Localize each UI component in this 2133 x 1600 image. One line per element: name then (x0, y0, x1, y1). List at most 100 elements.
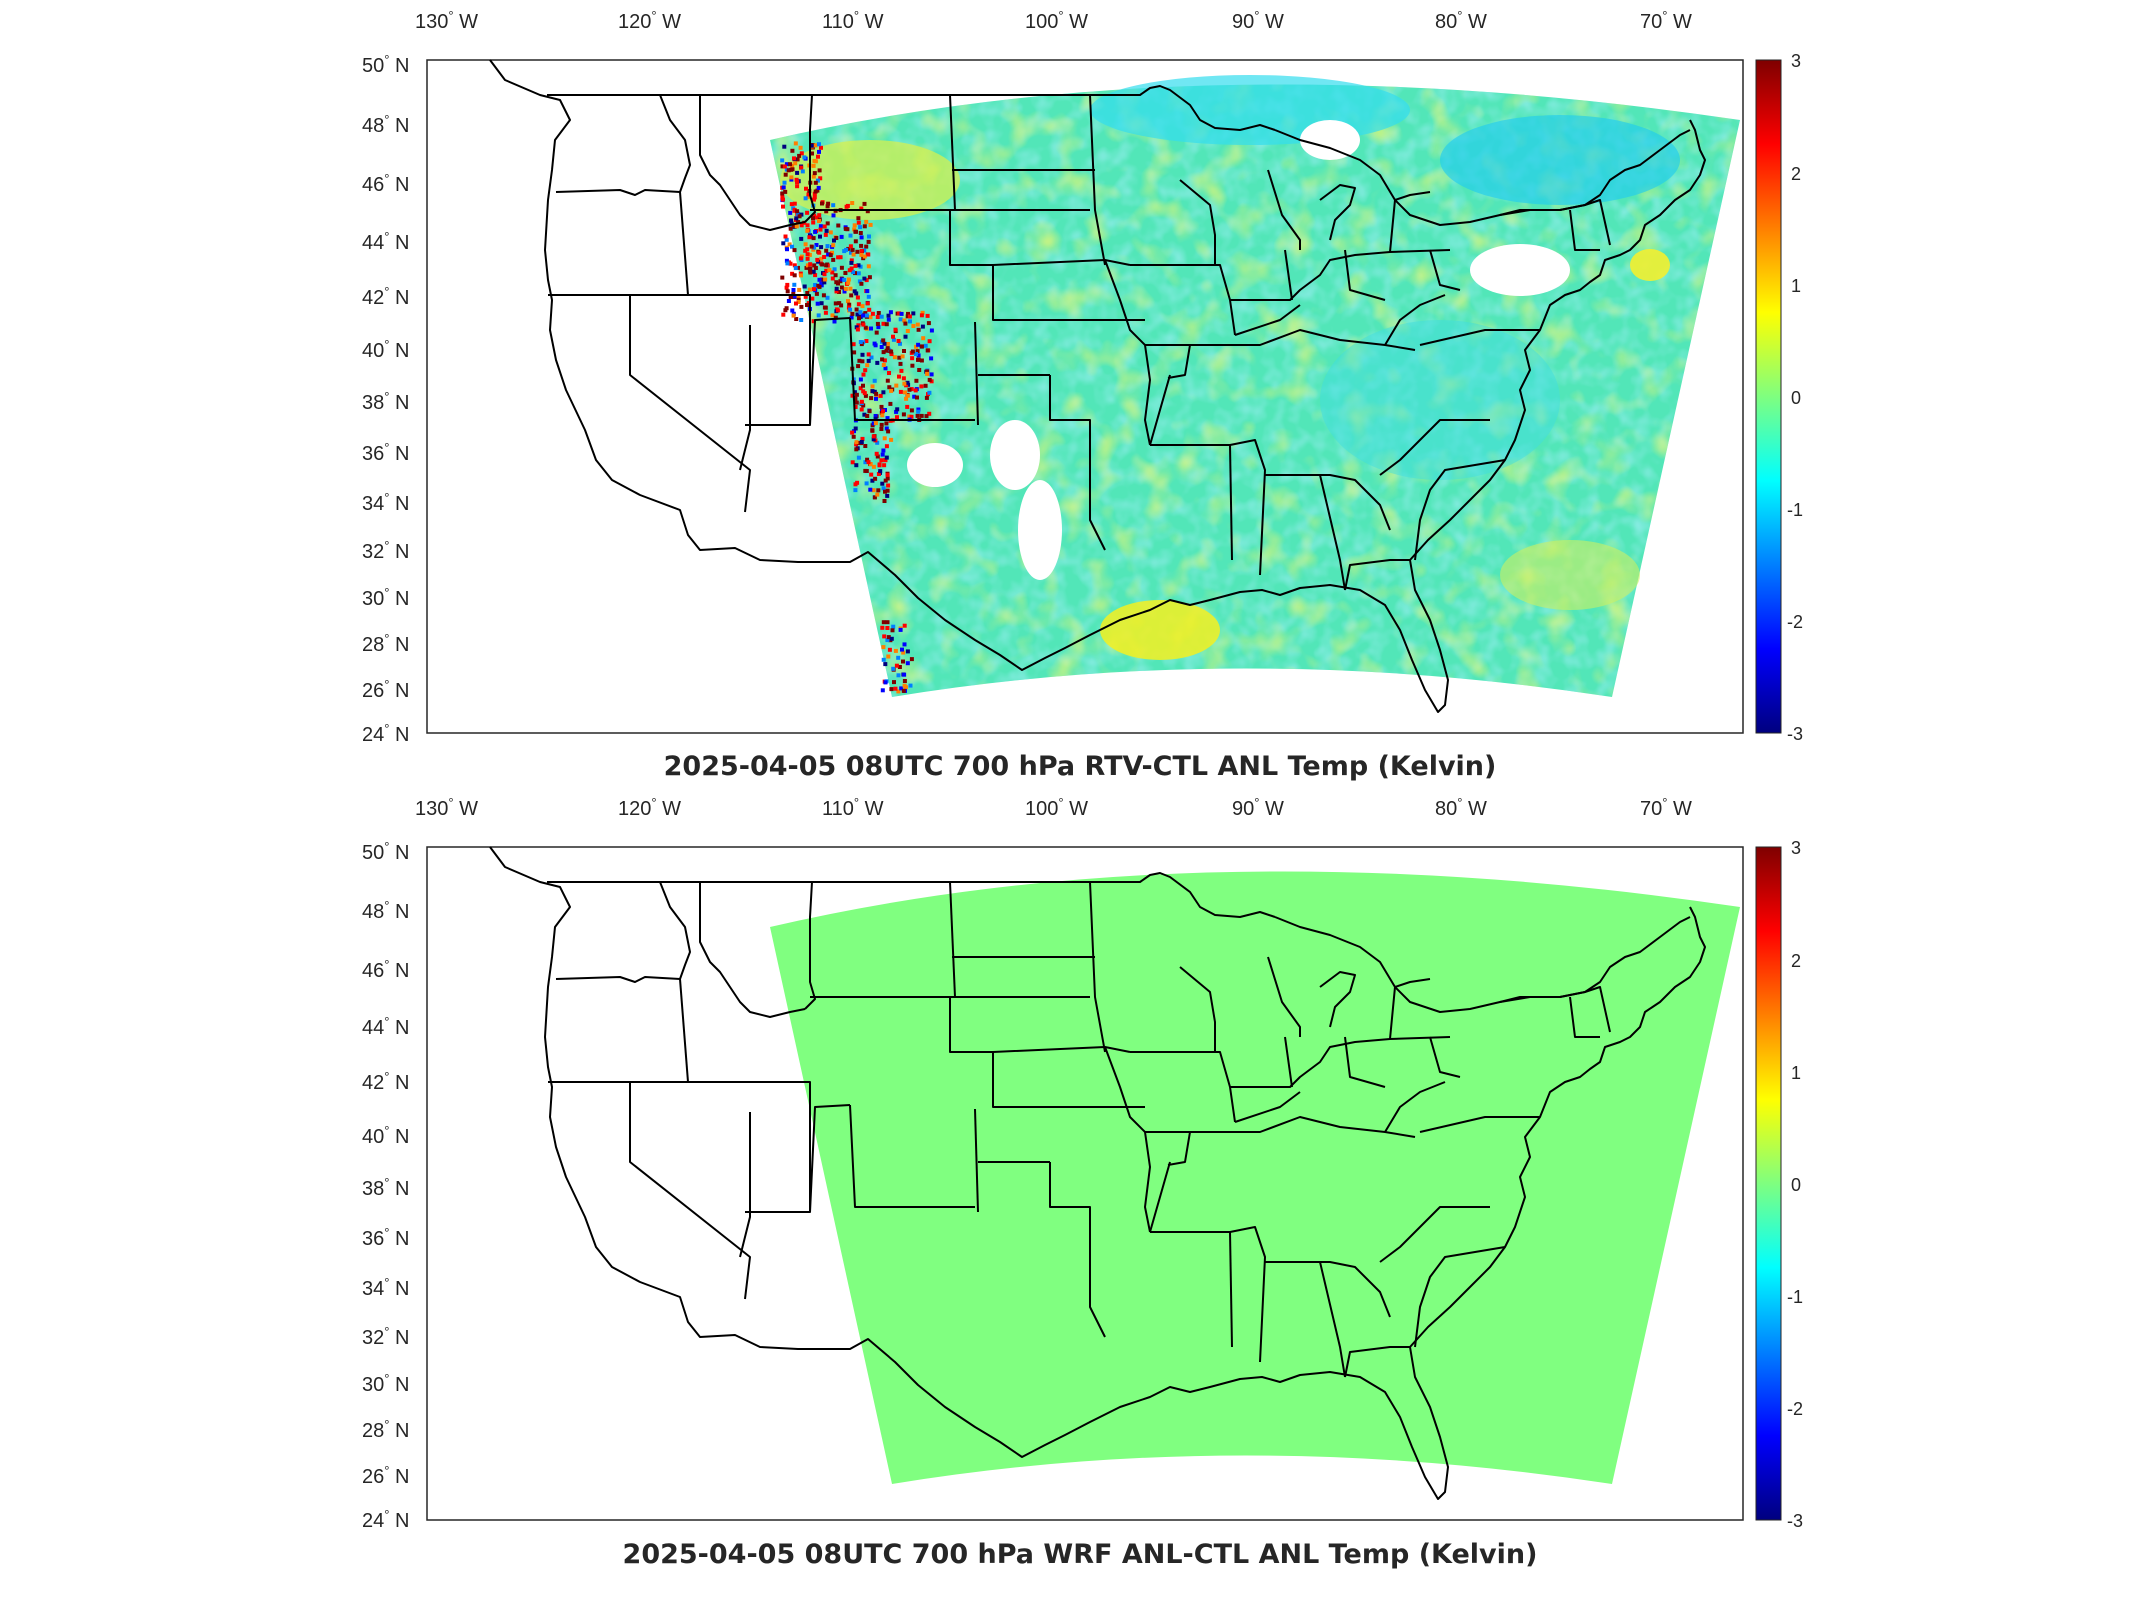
increment-dot (905, 649, 910, 654)
border-line (1569, 209, 1600, 251)
increment-dot (865, 209, 870, 214)
increment-dot (794, 301, 798, 306)
increment-dot (871, 437, 876, 442)
increment-dot (861, 383, 865, 388)
increment-dot (897, 374, 901, 379)
increment-dot (846, 246, 851, 251)
increment-dot (814, 215, 819, 220)
increment-dot (803, 196, 808, 201)
increment-dot (882, 634, 887, 639)
border-line (1150, 1226, 1266, 1363)
border-line (1049, 1162, 1091, 1232)
increment-dot (782, 144, 787, 149)
increment-dot (925, 371, 930, 376)
increment-dot (881, 645, 886, 650)
increment-dot (892, 680, 896, 685)
increment-dot (876, 325, 881, 330)
increment-dot (792, 201, 797, 206)
increment-dot (883, 366, 888, 371)
increment-dot (871, 421, 876, 426)
increment-dot (802, 155, 807, 160)
increment-dot (873, 414, 878, 418)
warm-anomaly (1630, 249, 1670, 281)
increment-dot (929, 328, 934, 333)
increment-dot (865, 414, 870, 418)
increment-dot (899, 368, 904, 373)
increment-dot (872, 389, 877, 394)
increment-dot (886, 654, 891, 659)
increment-dot (851, 342, 856, 347)
increment-dot (781, 241, 786, 246)
increment-dot (796, 300, 801, 304)
border-line (699, 882, 806, 1018)
increment-dot (865, 457, 870, 462)
increment-dot (818, 176, 823, 181)
increment-dot (927, 339, 932, 344)
increment-dot (887, 371, 891, 375)
increment-dot (805, 303, 809, 307)
increment-dot (828, 253, 833, 258)
increment-dot (894, 383, 899, 388)
increment-dot (868, 487, 873, 492)
border-line (804, 94, 816, 223)
increment-dot (824, 228, 829, 233)
increment-dot (795, 157, 800, 162)
increment-dot (913, 388, 918, 393)
increment-dot (849, 315, 854, 320)
increment-dot (898, 361, 903, 366)
increment-dot (805, 223, 810, 228)
increment-dot (881, 321, 886, 326)
increment-dot (889, 437, 894, 442)
increment-dot (853, 396, 858, 401)
increment-dot (878, 393, 883, 398)
increment-dot (915, 395, 919, 400)
increment-dot (863, 393, 868, 398)
colorbar-tick-label: -2 (1787, 1399, 1803, 1419)
increment-dot (788, 210, 793, 215)
border-line (1569, 996, 1600, 1038)
lon-label: 110° W (822, 795, 884, 820)
increment-dot (813, 180, 818, 185)
increment-dot (866, 239, 871, 244)
border-line (1130, 1051, 1236, 1123)
increment-dot (854, 307, 859, 312)
increment-dot (858, 264, 863, 269)
increment-dot (869, 355, 874, 360)
state-borders (489, 59, 1706, 713)
increment-dot (914, 352, 918, 356)
increment-dot (817, 168, 822, 173)
increment-dot (896, 655, 901, 660)
increment-dot (850, 311, 855, 316)
increment-dot (877, 463, 882, 468)
increment-dot (883, 680, 888, 685)
increment-dot (919, 384, 924, 389)
increment-dot (792, 294, 797, 299)
cool-anomaly (1090, 75, 1410, 145)
increment-dot (901, 688, 906, 693)
increment-dot (804, 265, 809, 270)
border-line (739, 1112, 751, 1258)
increment-dot (884, 426, 889, 431)
missing-data (990, 420, 1040, 490)
border-line (1089, 94, 1106, 266)
increment-dot (902, 349, 906, 353)
increment-dot (927, 390, 932, 395)
increment-dot (834, 286, 839, 291)
increment-dot (886, 429, 891, 434)
increment-dot (784, 285, 789, 290)
increment-dot (803, 294, 808, 299)
border-line (555, 881, 691, 983)
border-line (949, 881, 956, 998)
increment-dot (891, 624, 896, 629)
increment-dot (869, 326, 873, 331)
increment-dot (911, 311, 916, 316)
increment-dot (889, 349, 894, 354)
increment-dot (827, 268, 832, 273)
lat-label: 36° N (362, 440, 409, 465)
increment-dot (799, 151, 804, 156)
increment-dot (808, 270, 813, 275)
increment-dot (849, 258, 854, 263)
increment-dot (915, 349, 920, 354)
increment-dot (851, 270, 855, 275)
increment-dot (810, 151, 814, 156)
